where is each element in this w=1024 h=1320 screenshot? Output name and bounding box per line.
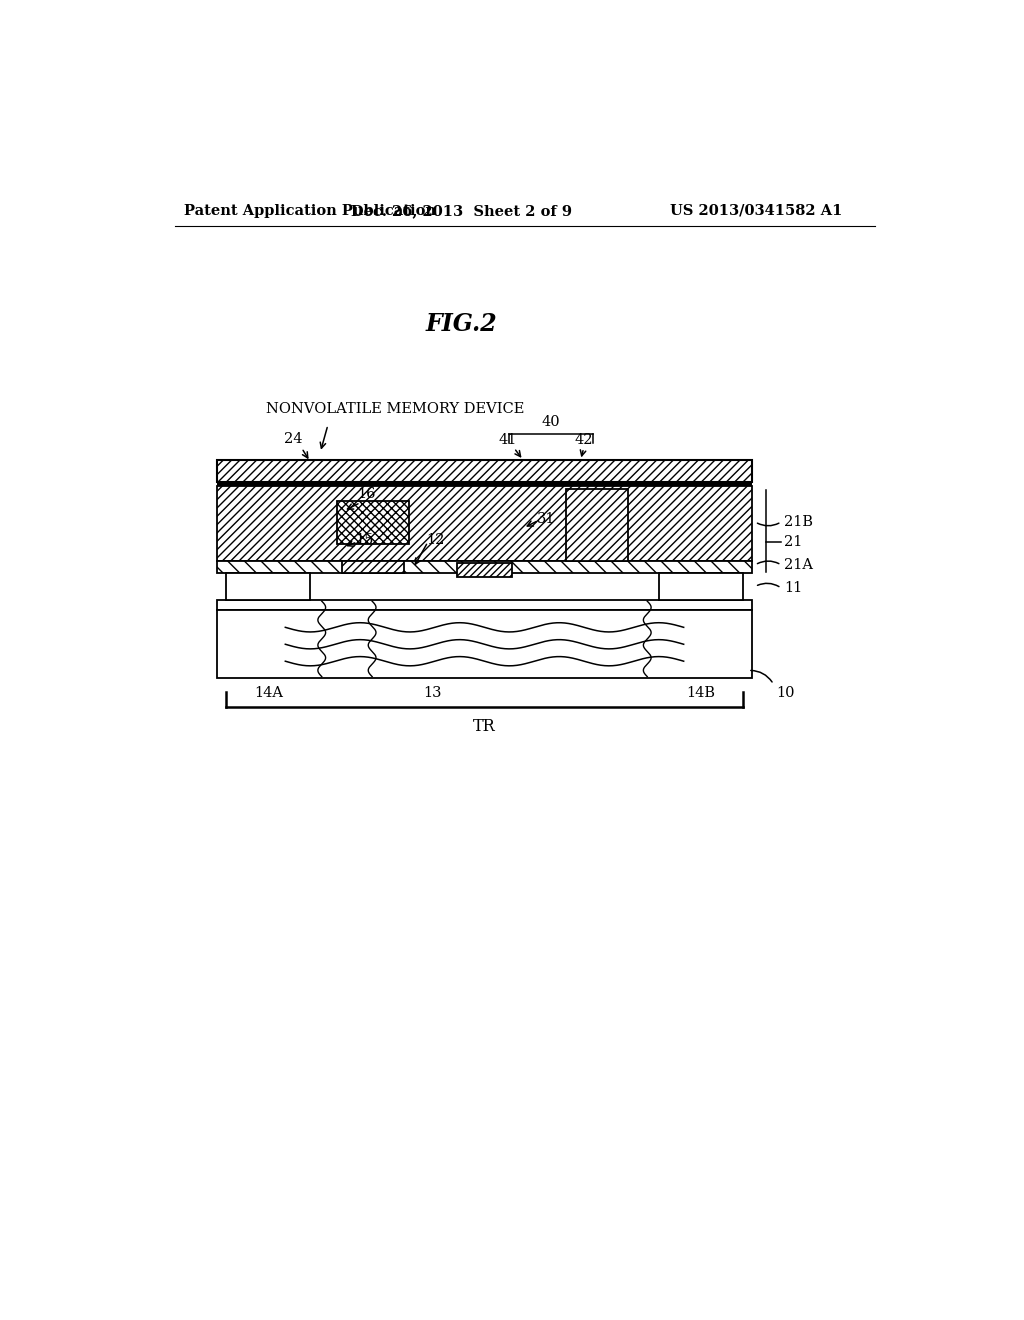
Bar bbox=[217, 482, 752, 486]
Bar bbox=[458, 562, 512, 577]
Text: 24: 24 bbox=[284, 433, 302, 446]
Text: Dec. 26, 2013  Sheet 2 of 9: Dec. 26, 2013 Sheet 2 of 9 bbox=[351, 203, 571, 218]
Text: 31: 31 bbox=[538, 512, 556, 525]
Text: 14A: 14A bbox=[254, 686, 283, 700]
Bar bbox=[217, 599, 752, 610]
Text: 13: 13 bbox=[423, 686, 441, 700]
Bar bbox=[337, 502, 409, 544]
Text: TR: TR bbox=[473, 718, 496, 735]
Text: Patent Application Publication: Patent Application Publication bbox=[183, 203, 436, 218]
Text: US 2013/0341582 A1: US 2013/0341582 A1 bbox=[671, 203, 843, 218]
Bar bbox=[217, 461, 752, 482]
Bar bbox=[342, 561, 403, 573]
Text: 42: 42 bbox=[574, 433, 593, 447]
Text: 21: 21 bbox=[784, 535, 803, 549]
Text: NONVOLATILE MEMORY DEVICE: NONVOLATILE MEMORY DEVICE bbox=[266, 403, 524, 416]
Bar bbox=[217, 561, 752, 573]
Text: 12: 12 bbox=[426, 533, 444, 548]
Text: FIG.2: FIG.2 bbox=[425, 312, 497, 337]
Bar bbox=[217, 486, 752, 561]
Text: 21B: 21B bbox=[784, 515, 813, 529]
Text: 11: 11 bbox=[784, 581, 803, 595]
Bar bbox=[566, 488, 628, 561]
Text: 40: 40 bbox=[542, 416, 560, 429]
Bar bbox=[658, 573, 742, 599]
Text: 10: 10 bbox=[776, 686, 796, 700]
Text: 21A: 21A bbox=[784, 558, 813, 572]
Text: 14B: 14B bbox=[686, 686, 715, 700]
Text: 15: 15 bbox=[355, 533, 374, 548]
Text: 41: 41 bbox=[499, 433, 517, 447]
Text: 16: 16 bbox=[357, 487, 376, 502]
Bar bbox=[217, 610, 752, 678]
Bar bbox=[226, 573, 310, 599]
